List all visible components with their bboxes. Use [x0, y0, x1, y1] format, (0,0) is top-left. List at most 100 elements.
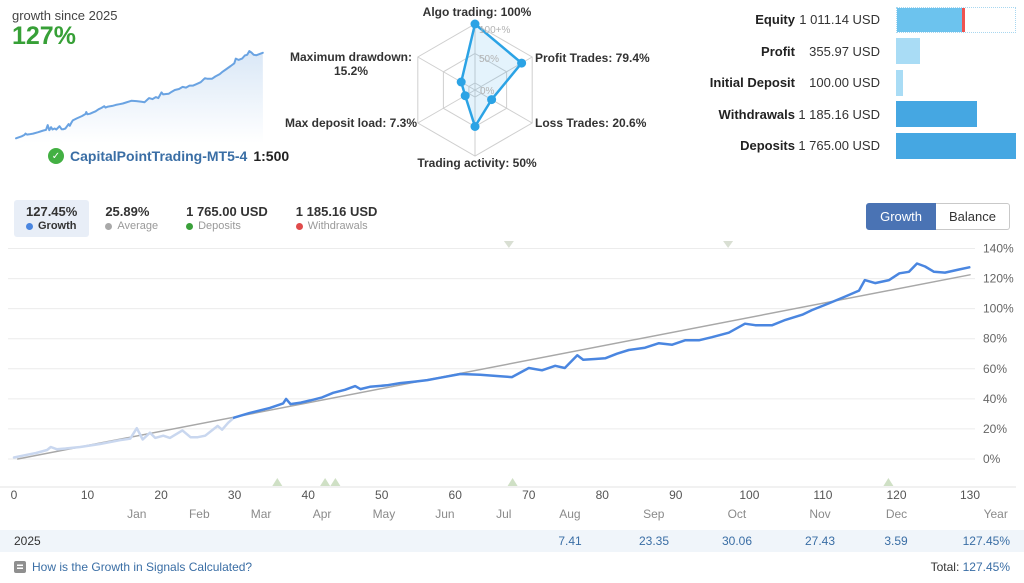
withdrawal-marker-icon — [723, 241, 734, 248]
month-label: Aug — [559, 507, 580, 521]
stat-value: 1 765.00 USD — [798, 138, 880, 154]
stat-bar-withdrawals — [896, 101, 1016, 128]
stat-bar-initial-deposit — [896, 69, 1016, 96]
stat-label: Equity — [755, 12, 795, 28]
growth-line — [232, 262, 971, 419]
signal-name-link[interactable]: CapitalPointTrading-MT5-4 — [70, 148, 248, 164]
balance-tab-button[interactable]: Balance — [936, 203, 1010, 230]
radar-value-dot — [487, 95, 497, 105]
growth-summary-panel: growth since 2025 127% ✓ CapitalPointTra… — [12, 8, 289, 178]
monthly-growth-value-oct: 30.06 — [721, 534, 753, 548]
withdrawal-marker-icon — [503, 241, 514, 248]
month-label: Jun — [435, 507, 454, 521]
radar-spoke — [474, 89, 533, 124]
page-footer: How is the Growth in Signals Calculated?… — [14, 552, 1010, 582]
month-label: Mar — [251, 507, 272, 521]
growth-since-label: growth since 2025 — [12, 8, 118, 23]
monthly-growth-value-nov: 27.43 — [804, 534, 836, 548]
stat-row-equity: Equity 1 011.14 USD — [700, 4, 1016, 36]
chart-legend-bar: 127.45% Growth 25.89% Average 1 765.00 U… — [14, 200, 1010, 237]
stat-label: Initial Deposit — [709, 75, 795, 91]
growth-help-link[interactable]: How is the Growth in Signals Calculated? — [14, 560, 252, 574]
legend-item-deposits[interactable]: 1 765.00 USD Deposits — [174, 200, 280, 237]
growth-tab-button[interactable]: Growth — [866, 203, 937, 230]
deposit-marker-icon — [883, 478, 894, 486]
month-label: Dec — [886, 507, 907, 521]
y-axis-label: 20% — [983, 422, 1007, 436]
y-axis-label: 40% — [983, 392, 1007, 406]
equity-marker — [961, 7, 965, 32]
x-tick-label: 50 — [375, 488, 389, 502]
month-label: Nov — [809, 507, 830, 521]
year-label: 2025 — [14, 534, 41, 548]
month-label: Jul — [496, 507, 511, 521]
monthly-growth-value-sep: 23.35 — [638, 534, 670, 548]
x-tick-label: 80 — [596, 488, 610, 502]
chart-view-toggle: Growth Balance — [866, 203, 1010, 230]
radar-value-dot — [460, 91, 470, 101]
legend-item-average[interactable]: 25.89% Average — [93, 200, 170, 237]
y-axis-label: 140% — [983, 242, 1014, 256]
radar-label-loss-trades: Loss Trades: 20.6% — [535, 116, 647, 130]
sparkline-line — [15, 50, 264, 140]
trend-line — [16, 274, 971, 460]
x-tick-label: 10 — [81, 488, 95, 502]
stat-value: 1 185.16 USD — [798, 106, 880, 122]
radar-value-dot — [470, 122, 480, 131]
radar-chart: 100+% 50% 0% — [417, 19, 533, 157]
monthly-growth-value-dec: 3.59 — [884, 534, 908, 548]
verified-check-icon: ✓ — [48, 148, 64, 164]
y-axis-label: 120% — [983, 272, 1014, 286]
legend-item-withdrawals[interactable]: 1 185.16 USD Withdrawals — [284, 200, 390, 237]
stat-label: Withdrawals — [718, 106, 795, 122]
stat-row-initial-deposit: Initial Deposit 100.00 USD — [700, 67, 1016, 99]
monthly-growth-table-row: 2025 127.45% 7.41 23.35 30.06 27.43 3.59 — [0, 530, 1024, 552]
month-label: Year — [984, 507, 1008, 521]
radar-value-dot — [456, 77, 466, 87]
deposit-marker-icon — [320, 478, 331, 486]
month-label: Apr — [313, 507, 332, 521]
radar-spoke — [417, 56, 476, 91]
stat-bar-equity — [896, 6, 1016, 33]
legend-label: Deposits — [198, 220, 241, 232]
legend-value: 1 185.16 USD — [295, 204, 378, 219]
stat-bar-profit — [896, 38, 1016, 65]
total-growth: Total: 127.45% — [931, 560, 1010, 574]
radar-value-dot — [470, 19, 480, 29]
account-stats-panel: Equity 1 011.14 USD Profit 355.97 USD In… — [700, 4, 1016, 162]
month-label: Jan — [127, 507, 146, 521]
growth-line-chart[interactable]: 0% 20% 40% 60% 80% 100% 120% 140% 0 10 20 30 40 50 60 7… — [0, 238, 1024, 528]
radar-label-trading-activity: Trading activity: 50% — [417, 156, 537, 170]
growth-percent-value: 127% — [12, 22, 76, 50]
x-tick-label: 0 — [11, 488, 18, 502]
x-tick-label: 130 — [960, 488, 980, 502]
legend-value: 25.89% — [105, 204, 150, 219]
stat-label: Profit — [761, 43, 795, 59]
legend-label: Average — [117, 220, 159, 232]
radar-ring-label: 0% — [480, 86, 495, 97]
legend-label: Growth — [38, 220, 77, 232]
y-axis-label: 80% — [983, 332, 1007, 346]
year-total-value: 127.45% — [962, 534, 1010, 548]
stat-row-deposits: Deposits 1 765.00 USD — [700, 130, 1016, 162]
radar-label-maximum-drawdown: Maximum drawdown: 15.2% — [289, 50, 412, 79]
signal-row: ✓ CapitalPointTrading-MT5-4 1:500 — [48, 148, 289, 164]
legend-value: 127.45% — [26, 204, 78, 219]
stat-value: 355.97 USD — [809, 43, 880, 59]
total-label: Total: — [930, 560, 960, 574]
growth-dot-icon — [26, 223, 33, 230]
radar-label-profit-trades: Profit Trades: 79.4% — [535, 51, 650, 65]
x-tick-label: 70 — [522, 488, 536, 502]
deposit-marker-icon — [507, 478, 518, 486]
x-tick-label: 30 — [228, 488, 242, 502]
stat-bar-deposits — [896, 132, 1016, 159]
x-tick-label: 100 — [739, 488, 759, 502]
y-axis-label: 60% — [983, 362, 1007, 376]
legend-item-growth[interactable]: 127.45% Growth — [14, 200, 90, 237]
legend-label: Withdrawals — [307, 220, 368, 232]
radar-value-dot — [517, 58, 527, 68]
y-axis-label: 100% — [983, 302, 1014, 316]
growth-early-line — [12, 416, 236, 459]
radar-panel: 100+% 50% 0% Algo trading: 100% Profit Tra… — [285, 0, 650, 185]
